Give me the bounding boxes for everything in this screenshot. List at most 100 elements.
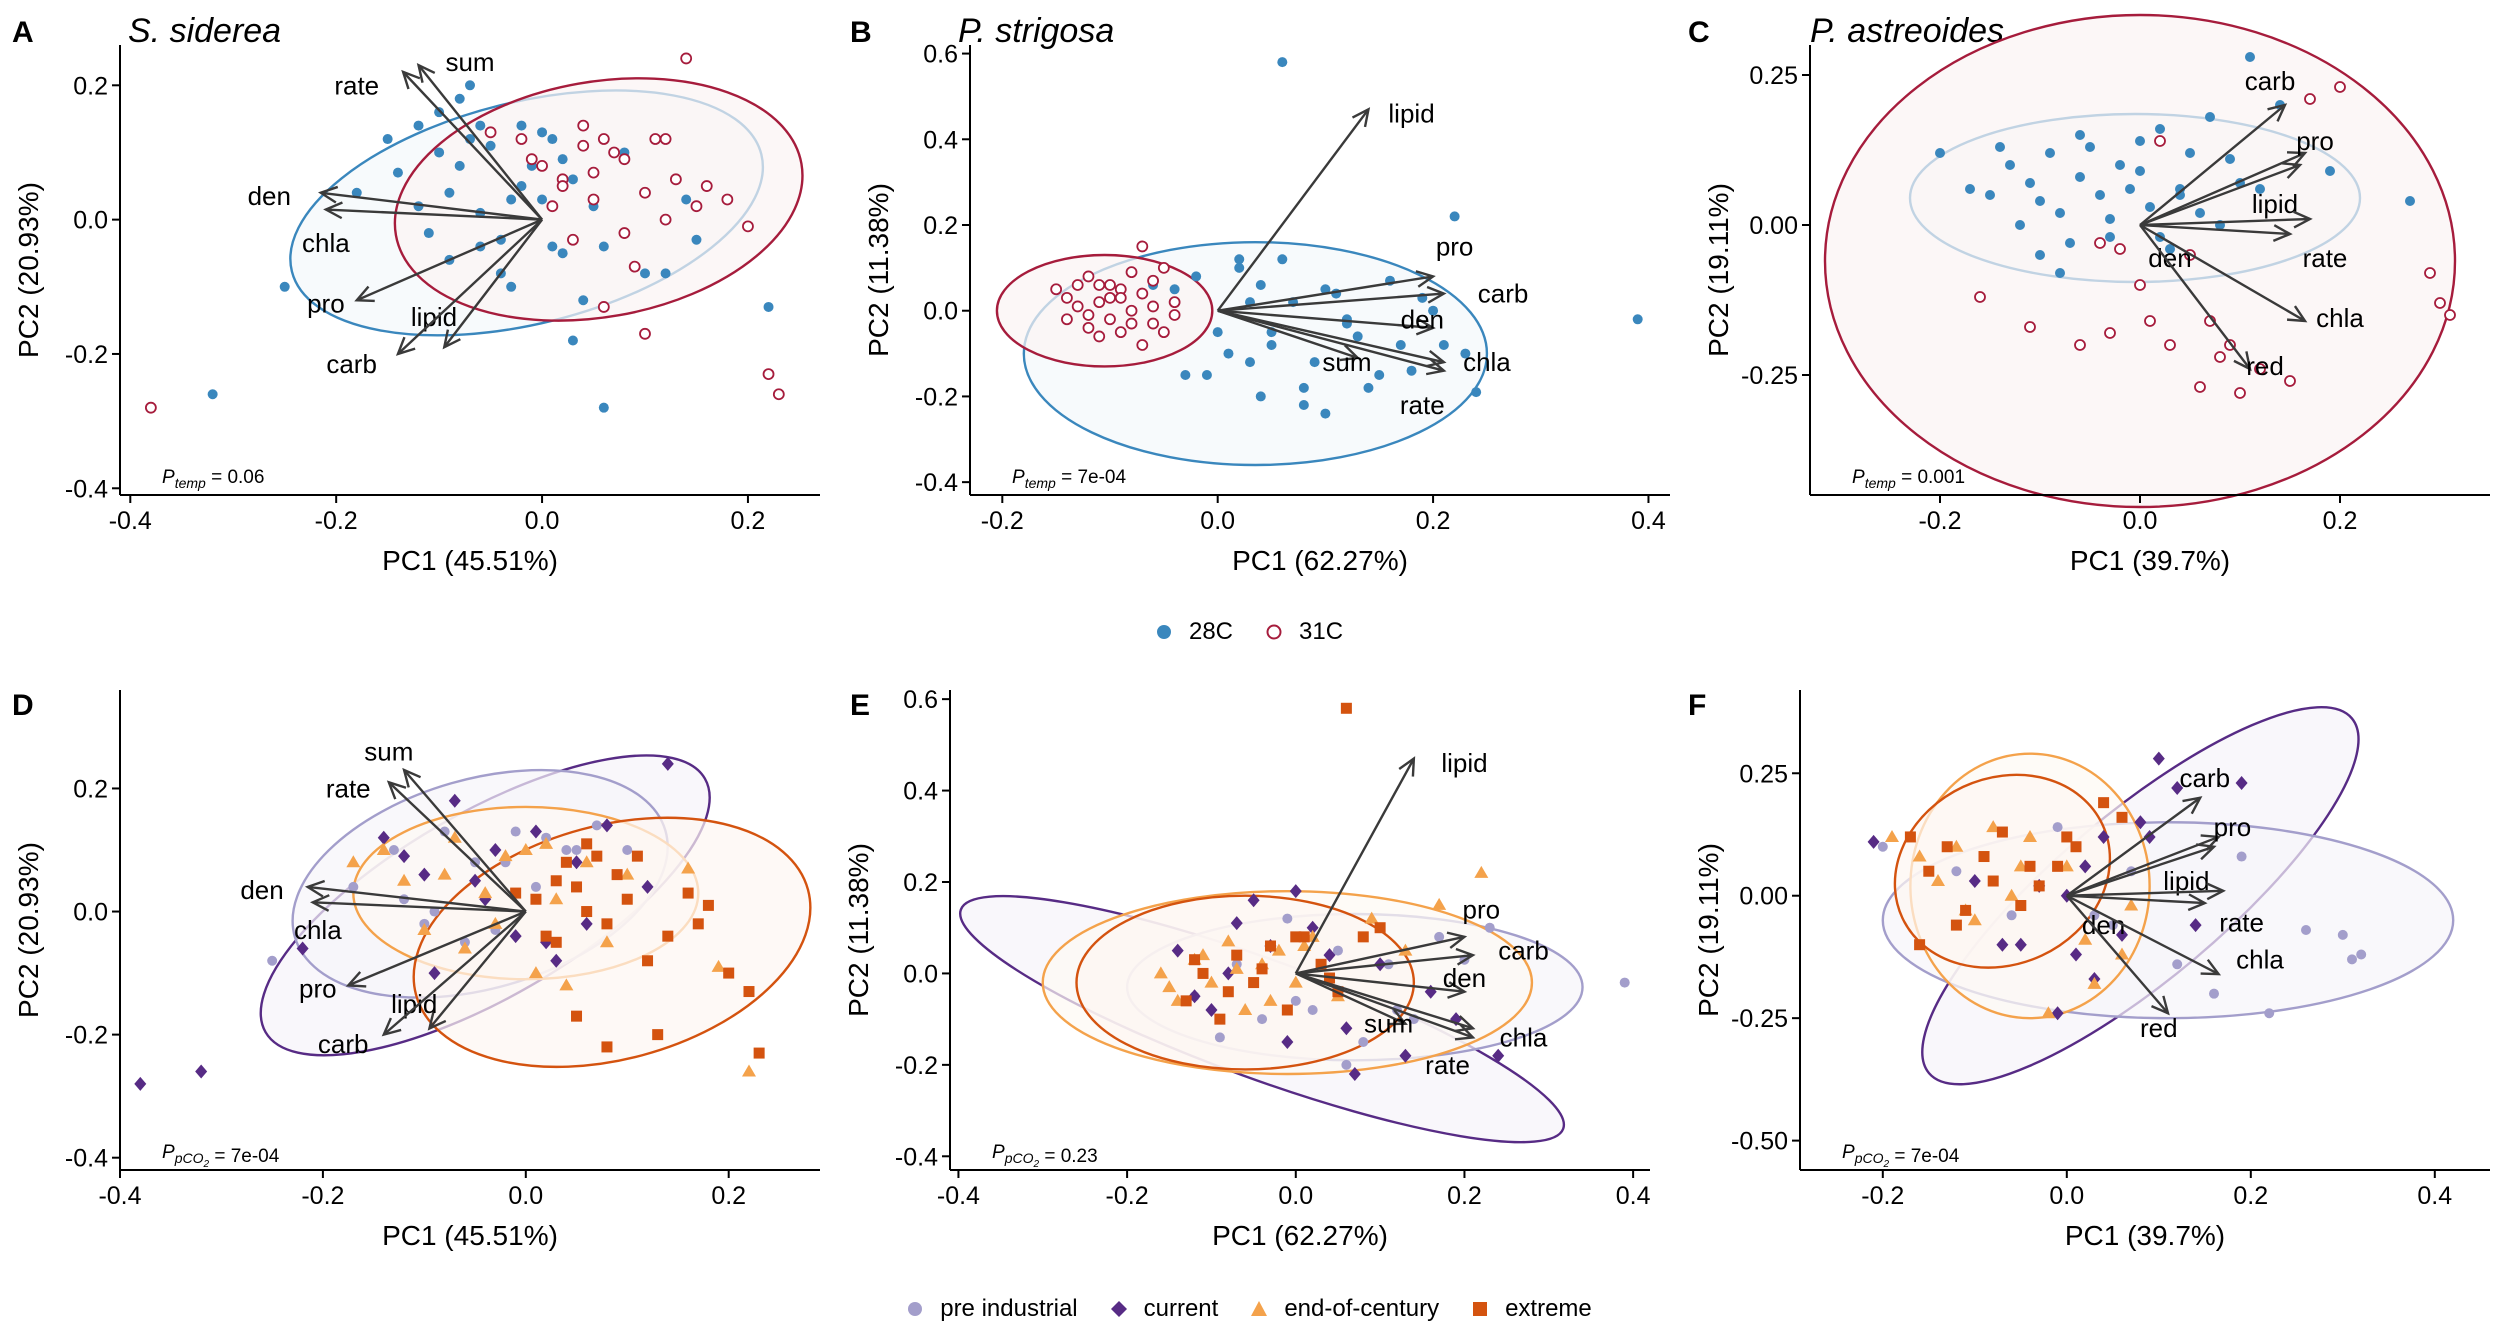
data-point xyxy=(2444,309,2456,321)
data-point xyxy=(2254,363,2266,375)
data-point xyxy=(2334,81,2346,93)
data-point xyxy=(465,80,475,91)
arrowhead xyxy=(427,1010,447,1031)
data-point xyxy=(557,154,568,165)
data-point xyxy=(580,916,593,931)
data-point xyxy=(1255,280,1266,290)
data-point xyxy=(639,327,651,340)
data-point xyxy=(1071,279,1084,291)
data-point xyxy=(1374,922,1386,934)
axes: -0.2 0.0 0.2 0.4 -0.50 -0.25 0.00 0.25 PC1 (39.7… xyxy=(1693,690,2490,1251)
y-tick-label: 0.2 xyxy=(73,775,108,803)
data-point xyxy=(1201,370,1212,380)
data-point xyxy=(1632,314,1643,325)
data-point xyxy=(1449,211,1460,222)
data-point xyxy=(570,855,583,870)
data-point xyxy=(1492,1048,1505,1063)
data-point xyxy=(628,260,641,273)
data-point xyxy=(642,955,654,967)
arrowhead xyxy=(402,767,422,788)
data-point xyxy=(1071,300,1084,313)
data-point xyxy=(577,119,590,132)
data-point xyxy=(587,166,600,179)
data-point xyxy=(2052,860,2064,872)
data-point xyxy=(1306,920,1319,935)
data-point xyxy=(550,936,562,948)
data-point xyxy=(2074,339,2086,351)
data-point xyxy=(1341,314,1352,325)
data-point xyxy=(1114,326,1127,339)
data-point xyxy=(429,906,440,917)
data-point xyxy=(1104,291,1116,304)
x-tick-label: 0.4 xyxy=(2417,1182,2452,1210)
data-point xyxy=(578,295,589,306)
data-point xyxy=(1093,279,1106,291)
data-point xyxy=(598,241,609,252)
legend-item-extreme: extreme xyxy=(1469,1295,1592,1323)
loading-label: carb xyxy=(1478,279,1529,309)
arrowhead xyxy=(2267,103,2288,122)
arrow-shaft xyxy=(2139,223,2306,323)
data-point xyxy=(1438,340,1449,350)
data-point xyxy=(1340,1021,1353,1036)
data-point xyxy=(417,923,432,935)
x-tick-label: 0.4 xyxy=(1631,507,1666,535)
data-point xyxy=(1298,382,1309,393)
arrowhead xyxy=(2286,305,2308,323)
data-point xyxy=(2135,136,2145,146)
points-group xyxy=(1153,702,1630,1081)
x-tick-label: -0.2 xyxy=(301,1182,344,1210)
data-point xyxy=(581,838,593,850)
data-point xyxy=(1352,331,1363,342)
data-point xyxy=(457,941,472,954)
data-point xyxy=(267,955,278,966)
data-point xyxy=(591,850,603,862)
panel-title: P. astreoides xyxy=(1810,12,2004,50)
data-point xyxy=(577,139,590,152)
legend-label-end-of-century: end-of-century xyxy=(1284,1295,1440,1322)
data-point xyxy=(2236,851,2247,862)
data-point xyxy=(2164,339,2176,351)
data-point xyxy=(608,146,621,159)
arrow-shaft xyxy=(1295,972,1474,1039)
data-point xyxy=(601,1041,613,1053)
data-point xyxy=(1320,284,1331,295)
x-tick-label: 0.4 xyxy=(1616,1182,1651,1210)
data-point xyxy=(659,213,672,226)
data-point xyxy=(559,978,574,991)
data-point xyxy=(2045,148,2055,158)
panel-title: P. strigosa xyxy=(958,12,1114,50)
loading-label: chla xyxy=(1500,1022,1548,1052)
arrow-shaft xyxy=(2139,163,2301,227)
y-tick-label: -0.2 xyxy=(65,1022,108,1050)
axes: -0.2 0.0 0.2 0.4 -0.4 -0.2 0.0 0.2 0.4 0.6 PC1 (62… xyxy=(863,41,1670,576)
data-point xyxy=(2214,351,2226,363)
y-tick-label: -0.4 xyxy=(65,475,108,503)
data-point xyxy=(296,941,309,956)
data-point xyxy=(2061,831,2073,843)
data-point xyxy=(1978,851,1990,863)
arrow-shaft xyxy=(1295,972,1406,1025)
data-point xyxy=(2075,172,2085,182)
data-point xyxy=(591,820,602,831)
y-axis-label: PC2 (20.93%) xyxy=(13,842,44,1018)
data-point xyxy=(622,845,633,855)
data-point xyxy=(2325,166,2335,176)
data-point xyxy=(649,133,662,145)
points-group xyxy=(134,756,765,1091)
data-point xyxy=(1136,287,1149,300)
data-point xyxy=(1263,993,1278,1006)
data-point xyxy=(2015,220,2025,230)
axes: -0.4 -0.2 0.0 0.2 -0.4 -0.2 0.0 0.2 PC1 (45.51%)… xyxy=(13,45,820,576)
data-point xyxy=(434,147,445,158)
data-point xyxy=(1950,919,1962,931)
arrow-shaft xyxy=(1216,108,1370,312)
data-point xyxy=(2235,776,2248,791)
data-point xyxy=(587,193,600,206)
arrowhead xyxy=(1415,317,1436,336)
arrow-shaft xyxy=(1295,953,1474,975)
